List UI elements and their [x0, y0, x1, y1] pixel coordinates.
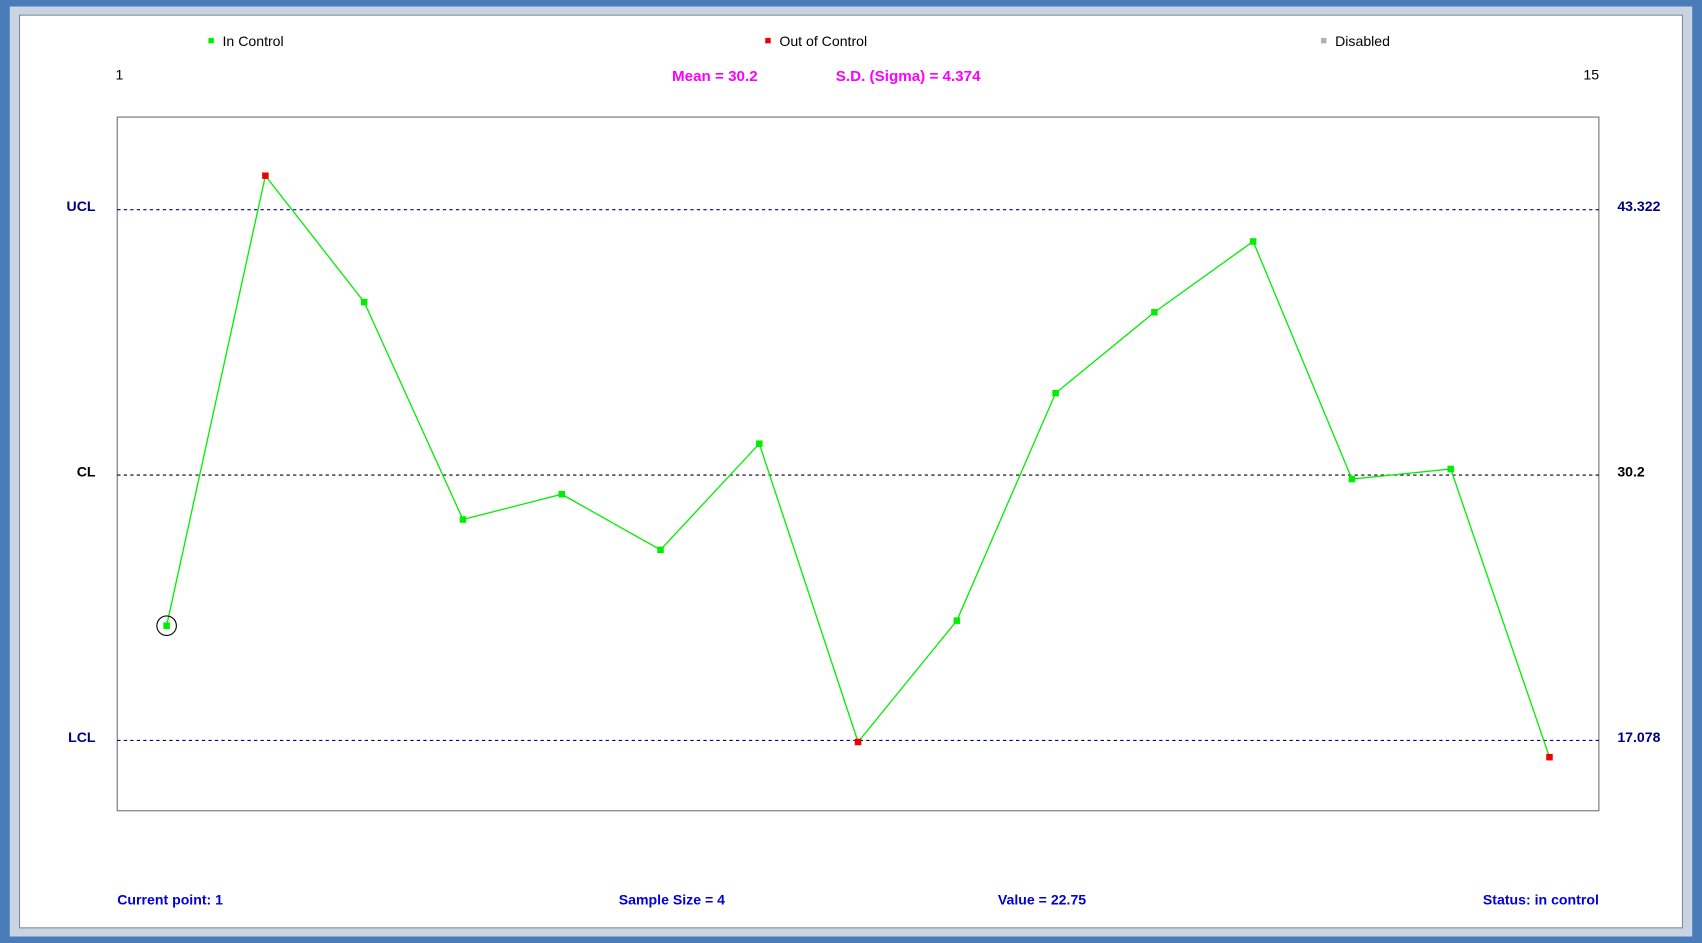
- data-point: [1151, 308, 1158, 316]
- data-point: [1447, 465, 1454, 473]
- data-point: [360, 298, 368, 306]
- control-line-name: UCL: [67, 198, 96, 214]
- legend-label: In Control: [223, 33, 284, 49]
- x-first-label: 1: [115, 67, 123, 83]
- legend-label: Disabled: [1335, 33, 1390, 49]
- data-point: [1546, 753, 1553, 761]
- x-last-label: 15: [1583, 67, 1599, 83]
- control-line-name: LCL: [68, 729, 96, 745]
- control-line-name: CL: [77, 464, 96, 480]
- legend-swatch: [208, 37, 214, 44]
- current-point-marker: [156, 615, 177, 637]
- control-line-value: 43.322: [1617, 198, 1660, 214]
- status-text: Current point: 1: [117, 891, 223, 907]
- status-text: Sample Size = 4: [619, 891, 725, 907]
- control-line-value: 17.078: [1617, 729, 1660, 745]
- status-text: Value = 22.75: [998, 891, 1086, 907]
- data-point: [1249, 238, 1257, 245]
- legend-swatch: [1321, 37, 1327, 44]
- mean-label: Mean = 30.2: [672, 68, 758, 85]
- data-point: [459, 516, 467, 523]
- plot-area: [116, 116, 1600, 812]
- sigma-label: S.D. (Sigma) = 4.374: [836, 68, 981, 85]
- data-point: [163, 622, 170, 629]
- data-point: [854, 738, 862, 746]
- data-point: [953, 617, 961, 624]
- data-point: [657, 546, 664, 554]
- legend-label: Out of Control: [779, 33, 867, 49]
- legend-swatch: [765, 37, 771, 44]
- data-point: [558, 490, 565, 498]
- control-line-value: 30.2: [1617, 464, 1645, 480]
- data-point: [1348, 475, 1356, 483]
- status-text: Status: in control: [1483, 891, 1599, 907]
- data-point: [756, 440, 763, 447]
- data-point: [262, 172, 269, 179]
- data-point: [1052, 389, 1059, 397]
